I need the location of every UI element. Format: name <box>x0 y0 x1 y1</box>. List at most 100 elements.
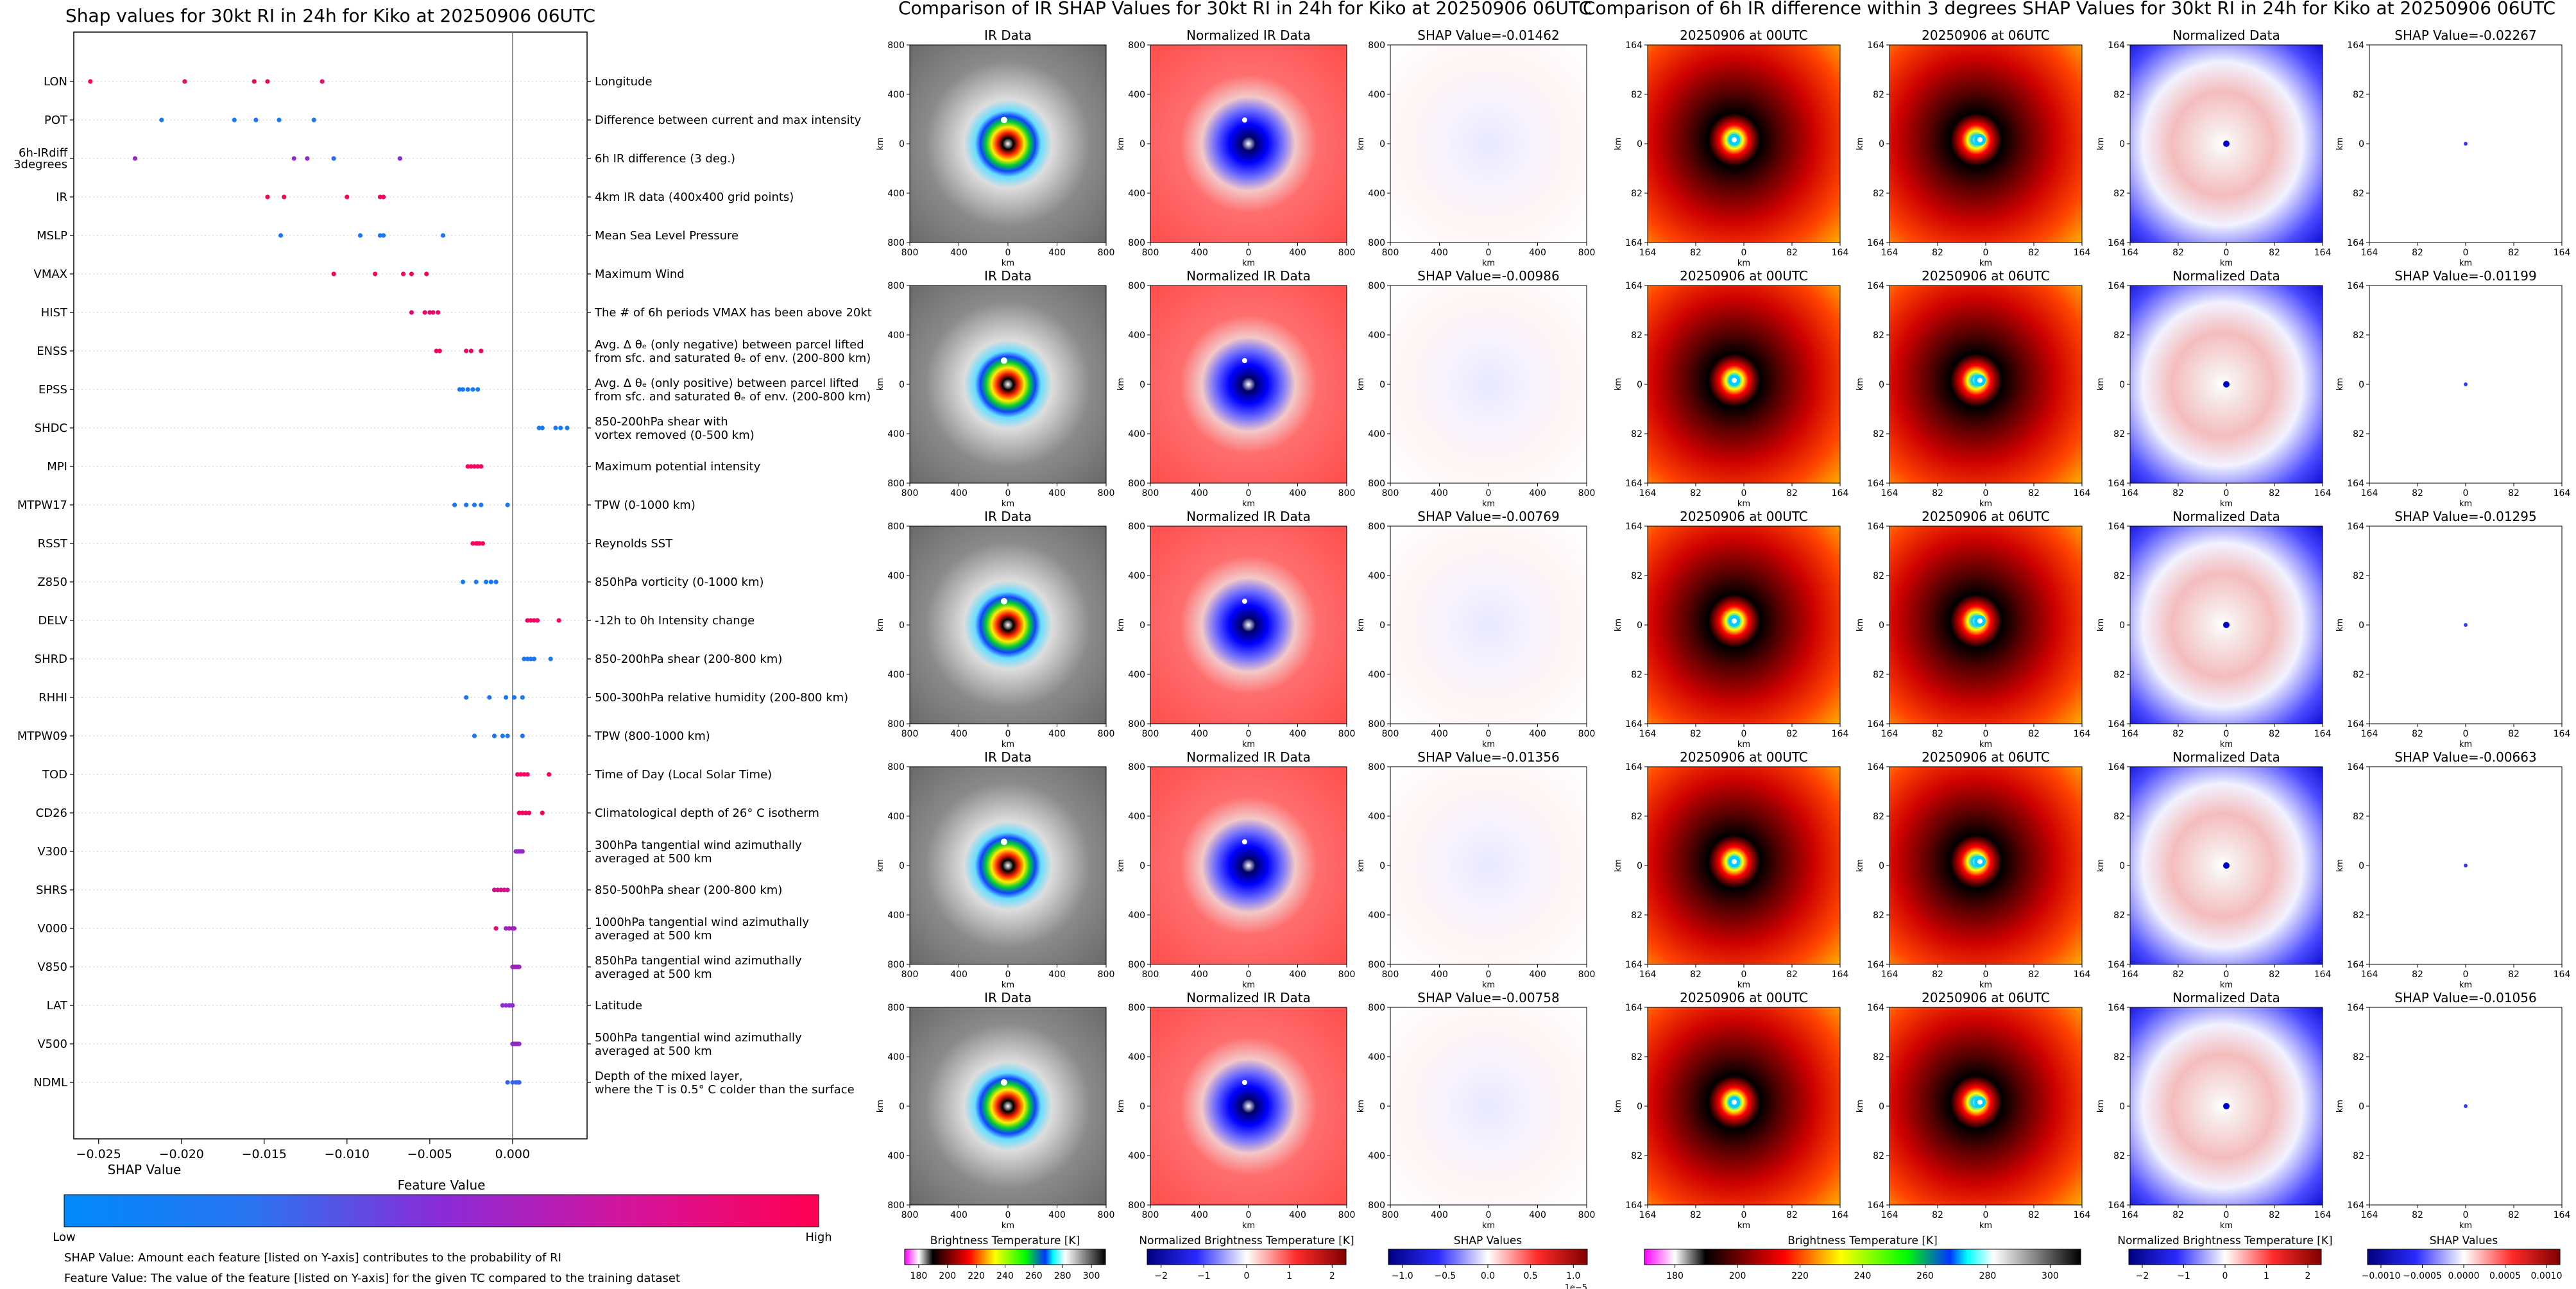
feature-code-label-line: ENSS <box>37 345 67 358</box>
shap-point <box>132 156 138 161</box>
panel-ytick-label: 800 <box>887 960 905 970</box>
panel-ytick-label: 164 <box>1867 281 1884 291</box>
colorbar-high-label: High <box>805 1231 832 1244</box>
norm-colorbar-tick-label: −2 <box>1154 1271 1168 1281</box>
shap-point <box>278 233 284 238</box>
panel-xlabel: km <box>1482 259 1495 268</box>
feature-code-label: IR <box>56 191 67 204</box>
shap-point <box>470 541 475 546</box>
shap-point <box>505 502 510 508</box>
panel-xtick-label: 400 <box>1191 969 1208 980</box>
shap-point <box>520 810 525 815</box>
panel-xtick-label: 164 <box>2361 1210 2378 1220</box>
ir-shap-panel <box>1390 1007 1587 1206</box>
panel-xtick-label: 82 <box>2412 248 2423 258</box>
feature-code-label-line: V500 <box>37 1037 67 1051</box>
panel-ytick-label: 164 <box>1625 522 1642 532</box>
feature-desc-label-line: from sfc. and saturated θₑ of env. (200-… <box>595 352 871 365</box>
panel-xtick-label: 0 <box>1741 248 1747 258</box>
shap-point <box>377 233 383 238</box>
panel-ylabel: km <box>876 859 885 872</box>
panel-xtick-label: 0 <box>1741 1210 1747 1220</box>
panel-xtick-label: 800 <box>1338 729 1356 739</box>
panel-xtick-label: 82 <box>1690 248 1702 258</box>
ir-06utc-panel <box>1889 1007 2083 1206</box>
panel-xtick-label: 800 <box>1382 488 1399 499</box>
shap-point <box>522 772 527 777</box>
feature-desc-label-line: Longitude <box>595 75 653 89</box>
panel-xtick-label: 0 <box>2224 488 2230 499</box>
shap-point <box>331 156 336 161</box>
panel-ytick-label: 400 <box>887 571 905 581</box>
panel-xtick-label: 400 <box>1431 248 1448 258</box>
diff-ir-colorbar-tick-label: 180 <box>1666 1271 1684 1281</box>
feature-code-label-line: POT <box>44 114 68 127</box>
panel-xtick-label: 400 <box>1191 729 1208 739</box>
panel-ytick-label: 164 <box>2108 719 2125 730</box>
panel-xtick-label: 82 <box>1932 488 1943 499</box>
panel-xtick-label: 164 <box>2554 488 2571 499</box>
panel-ytick-label: 0 <box>1139 380 1145 390</box>
panel-ytick-label: 82 <box>2113 1052 2125 1063</box>
panel-ylabel: km <box>876 1100 885 1113</box>
panel-xtick-label: 82 <box>2508 729 2520 739</box>
diff-shap-colorbar-tick-label: 0.0000 <box>2448 1271 2480 1281</box>
panel-xtick-label: 82 <box>2269 729 2280 739</box>
storm-eye <box>2223 622 2230 628</box>
shap-point <box>520 849 525 854</box>
panel-ytick-label: 164 <box>2108 281 2125 291</box>
feature-desc-label-line: 1000hPa tangential wind azimuthally <box>595 916 809 929</box>
shap-point <box>311 117 316 123</box>
panel-ytick-label: 0 <box>899 139 905 149</box>
panel-ytick-label: 400 <box>1368 812 1385 822</box>
diff-shap-colorbar-tick-label: 0.0010 <box>2531 1271 2563 1281</box>
feature-code-label: POT <box>44 114 68 127</box>
panel-ytick-label: 400 <box>1368 670 1385 680</box>
normalized-ir-panel-title: Normalized IR Data <box>1186 28 1311 43</box>
panel-ytick-label: 164 <box>1625 479 1642 489</box>
panel-ytick-label: 82 <box>1873 812 1884 822</box>
shap-point <box>305 156 310 161</box>
panel-xtick-label: 164 <box>1639 1210 1657 1220</box>
panel-xtick-label: 0 <box>1741 729 1747 739</box>
panel-xtick-label: 82 <box>1690 488 1702 499</box>
ir-00utc-panel <box>1647 766 1841 965</box>
storm-eye <box>2464 623 2468 627</box>
feature-code-label: LAT <box>47 999 68 1012</box>
panel-ytick-label: 164 <box>2347 40 2364 51</box>
shap-point <box>480 541 486 546</box>
panel-xtick-label: 164 <box>2361 969 2378 980</box>
panel-xtick-label: 82 <box>2412 969 2423 980</box>
panel-ytick-label: 164 <box>1625 238 1642 248</box>
panel-ytick-label: 82 <box>1873 1052 1884 1063</box>
panel-ytick-label: 164 <box>2347 281 2364 291</box>
panel-ylabel: km <box>1116 619 1126 631</box>
panel-xtick-label: 82 <box>2172 248 2184 258</box>
shap-point <box>424 271 429 277</box>
panel-ylabel: km <box>1855 137 1865 150</box>
panel-ytick-label: 800 <box>1128 40 1145 51</box>
shap-point <box>277 117 282 123</box>
feature-code-label: Z850 <box>37 576 67 589</box>
ir-06utc-panel-title: 20250906 at 06UTC <box>1922 268 2050 284</box>
panel-ytick-label: 800 <box>1128 1200 1145 1211</box>
shap-point <box>475 464 481 469</box>
diff-shap-colorbar-tick-label: −0.0010 <box>2362 1271 2401 1281</box>
panel-ytick-label: 164 <box>1625 762 1642 773</box>
panel-xtick-label: 800 <box>1338 488 1356 499</box>
panel-ytick-label: 82 <box>2113 571 2125 581</box>
shap-point <box>510 1080 515 1085</box>
shap-point <box>377 194 383 200</box>
panel-ytick-label: 800 <box>1128 719 1145 730</box>
shap-point <box>525 618 530 623</box>
diff-norm-colorbar-tick-label: 0 <box>2222 1271 2228 1281</box>
panel-ytick-label: 0 <box>1637 380 1642 390</box>
feature-code-label-line: EPSS <box>38 383 67 397</box>
shap-point <box>88 79 93 84</box>
shap-point <box>252 79 257 84</box>
shap-point <box>500 1003 505 1008</box>
panel-xtick-label: 0 <box>2224 248 2230 258</box>
diff-norm-colorbar-tick-label: 2 <box>2305 1271 2311 1281</box>
panel-ytick-label: 82 <box>1873 571 1884 581</box>
feature-desc-label: 850hPa vorticity (0-1000 km) <box>595 576 764 589</box>
